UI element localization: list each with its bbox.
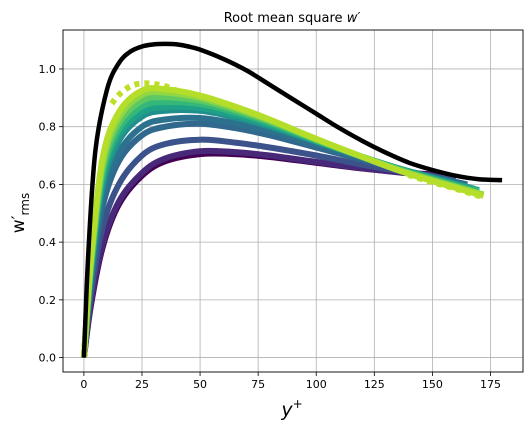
x-tick-label-6: 150 bbox=[422, 378, 443, 391]
chart-title: Root mean square w′ bbox=[224, 11, 361, 26]
y-axis-label-subscript: rms bbox=[18, 193, 32, 216]
x-axis-label: y+ bbox=[280, 397, 302, 421]
y-tick-label-0: 0.0 bbox=[39, 352, 57, 365]
series-line-6 bbox=[80, 103, 480, 358]
x-tick-label-7: 175 bbox=[480, 378, 501, 391]
y-tick-label-3: 0.6 bbox=[39, 178, 57, 191]
series-line-10 bbox=[80, 85, 485, 358]
y-axis-label: w′rms bbox=[9, 193, 32, 233]
x-tick-label-2: 50 bbox=[193, 378, 207, 391]
x-tick-label-4: 100 bbox=[306, 378, 327, 391]
chart-title-variable: w′ bbox=[347, 11, 361, 26]
x-tick-label-0: 0 bbox=[80, 378, 87, 391]
grid bbox=[63, 30, 523, 372]
series-lines bbox=[80, 41, 503, 359]
x-tick-label-1: 25 bbox=[135, 378, 149, 391]
y-tick-label-5: 1.0 bbox=[39, 63, 57, 76]
series-line-1 bbox=[80, 147, 445, 358]
y-tick-label-1: 0.2 bbox=[39, 294, 57, 307]
series-group bbox=[80, 41, 503, 359]
series-line-2 bbox=[80, 136, 457, 358]
axis-ticks: 0 25 50 75 100 125 150 175 0.0 0.2 0.4 0.6 0.8 1.0 bbox=[39, 63, 501, 391]
y-tick-label-4: 0.8 bbox=[39, 121, 57, 134]
x-tick-label-5: 125 bbox=[364, 378, 385, 391]
series-line-reference bbox=[81, 41, 503, 358]
x-axis-label-superscript: + bbox=[293, 397, 303, 411]
x-tick-label-3: 75 bbox=[251, 378, 265, 391]
plot-area-frame bbox=[62, 29, 524, 373]
y-tick-label-2: 0.4 bbox=[39, 236, 57, 249]
